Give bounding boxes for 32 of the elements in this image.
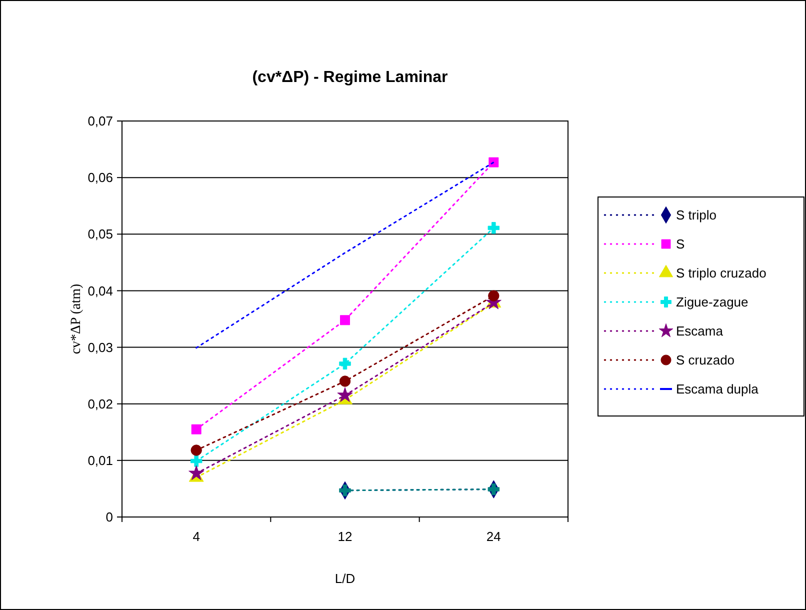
legend-label: S triplo [676, 208, 716, 223]
point [191, 424, 202, 434]
y-tick-label: 0,02 [88, 396, 113, 412]
legend-label: S triplo cruzado [676, 266, 766, 281]
y-tick-label: 0,05 [88, 226, 113, 242]
y-tick-label: 0,06 [88, 170, 113, 186]
chart-title: (cv*ΔP) - Regime Laminar [252, 69, 448, 86]
x-tick-label: 4 [192, 529, 200, 544]
legend-label: S cruzado [676, 352, 735, 368]
y-axis-title: cv*ΔP (atm) [69, 284, 84, 354]
point [488, 157, 499, 168]
point [337, 387, 353, 402]
legend-label: Zigue-zague [676, 294, 748, 310]
y-tick-label: 0 [106, 510, 113, 525]
y-tick-label: 0,03 [88, 340, 113, 355]
legend-label: Escama dupla [676, 382, 760, 397]
point [190, 455, 202, 467]
y-tick-label: 0,01 [88, 452, 113, 468]
legend-label: Escama [676, 324, 724, 339]
legend-label: S [676, 236, 685, 252]
x-axis-title: L/D [334, 571, 356, 586]
point [488, 222, 500, 234]
x-tick-label: 12 [338, 529, 352, 544]
point [339, 376, 351, 387]
y-tick-label: 0,04 [88, 283, 113, 298]
point [190, 444, 202, 456]
point [340, 315, 350, 326]
point [488, 290, 500, 302]
y-tick-label: 0,07 [88, 114, 113, 129]
x-tick-label: 24 [486, 529, 501, 544]
point [339, 358, 351, 370]
point [188, 465, 204, 480]
